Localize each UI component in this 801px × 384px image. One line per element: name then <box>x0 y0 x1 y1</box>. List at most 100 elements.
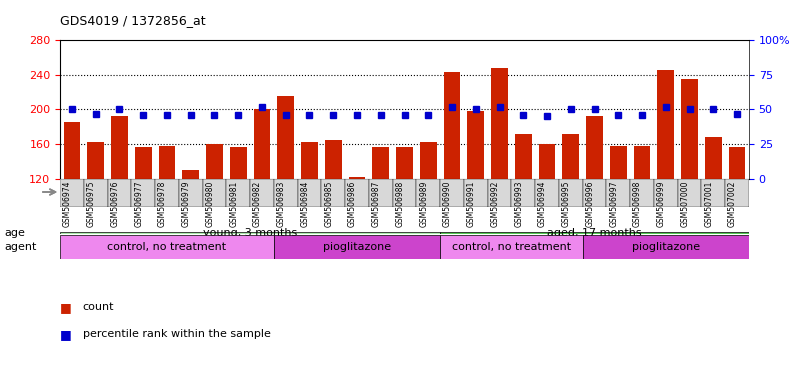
Text: pioglitazone: pioglitazone <box>632 242 700 252</box>
Text: GSM506991: GSM506991 <box>467 181 476 227</box>
Text: GSM506986: GSM506986 <box>348 181 357 227</box>
Bar <box>702 179 725 207</box>
Text: control, no treatment: control, no treatment <box>107 242 227 252</box>
Text: GSM506990: GSM506990 <box>443 181 452 227</box>
Bar <box>515 134 532 282</box>
Text: agent: agent <box>4 242 36 252</box>
Bar <box>562 134 579 282</box>
Bar <box>155 179 179 207</box>
Bar <box>630 179 654 207</box>
Bar <box>369 179 392 207</box>
Text: GSM506994: GSM506994 <box>538 181 547 227</box>
Bar <box>203 179 227 207</box>
Text: GSM507000: GSM507000 <box>681 181 690 227</box>
Text: GSM506976: GSM506976 <box>111 181 119 227</box>
Bar <box>396 147 413 282</box>
Bar <box>84 179 107 207</box>
Bar <box>301 142 318 282</box>
Text: ■: ■ <box>60 328 72 341</box>
Bar <box>345 179 369 207</box>
Text: GSM506999: GSM506999 <box>657 181 666 227</box>
Bar <box>420 142 437 282</box>
Bar <box>325 140 341 282</box>
Bar <box>392 179 417 207</box>
Bar <box>135 147 151 282</box>
Text: ■: ■ <box>60 301 72 314</box>
Text: GSM506985: GSM506985 <box>324 181 333 227</box>
Bar <box>60 235 274 259</box>
Bar <box>705 137 722 282</box>
Bar <box>63 122 80 282</box>
Bar <box>440 235 582 259</box>
Bar <box>610 146 626 282</box>
Text: GSM506998: GSM506998 <box>633 181 642 227</box>
Bar <box>87 142 104 282</box>
Bar <box>227 179 250 207</box>
Text: percentile rank within the sample: percentile rank within the sample <box>83 329 271 339</box>
Bar <box>440 179 464 207</box>
Text: GSM506987: GSM506987 <box>372 181 380 227</box>
Bar <box>606 179 630 207</box>
Text: GSM506980: GSM506980 <box>206 181 215 227</box>
Text: GSM506974: GSM506974 <box>63 181 72 227</box>
Text: control, no treatment: control, no treatment <box>452 242 571 252</box>
Text: GSM506977: GSM506977 <box>135 181 143 227</box>
Text: GSM507002: GSM507002 <box>728 181 737 227</box>
Bar <box>582 235 749 259</box>
Text: age: age <box>4 228 25 238</box>
Bar <box>230 147 247 282</box>
Text: GSM506982: GSM506982 <box>253 181 262 227</box>
Bar <box>511 179 535 207</box>
Bar <box>372 147 389 282</box>
Text: GSM506995: GSM506995 <box>562 181 571 227</box>
Text: GDS4019 / 1372856_at: GDS4019 / 1372856_at <box>60 14 206 27</box>
Bar <box>678 179 702 207</box>
Bar <box>444 72 461 282</box>
Bar <box>111 116 128 282</box>
Text: GSM507001: GSM507001 <box>704 181 714 227</box>
Bar <box>417 179 440 207</box>
Text: aged, 17 months: aged, 17 months <box>547 228 642 238</box>
Text: GSM506984: GSM506984 <box>300 181 309 227</box>
Bar <box>274 179 298 207</box>
Bar <box>464 179 488 207</box>
Bar <box>539 144 555 282</box>
Bar <box>60 179 84 207</box>
Bar <box>250 179 274 207</box>
Bar <box>179 179 203 207</box>
Bar <box>491 68 508 282</box>
Text: count: count <box>83 302 114 312</box>
Bar <box>535 179 559 207</box>
Bar <box>348 177 365 282</box>
Bar <box>658 70 674 282</box>
Text: GSM506992: GSM506992 <box>490 181 500 227</box>
Bar <box>274 235 440 259</box>
Bar <box>159 146 175 282</box>
Bar <box>206 144 223 282</box>
Bar <box>277 96 294 282</box>
Bar <box>582 179 606 207</box>
Text: GSM506981: GSM506981 <box>229 181 238 227</box>
Bar <box>183 170 199 282</box>
Bar <box>634 146 650 282</box>
Bar <box>681 79 698 282</box>
Bar <box>131 179 155 207</box>
Text: pioglitazone: pioglitazone <box>323 242 391 252</box>
Bar <box>729 147 746 282</box>
Text: GSM506996: GSM506996 <box>586 181 594 227</box>
Bar <box>586 116 603 282</box>
Text: GSM506988: GSM506988 <box>396 181 405 227</box>
Bar <box>488 179 511 207</box>
Text: GSM506978: GSM506978 <box>158 181 167 227</box>
Bar <box>468 111 484 282</box>
Bar <box>321 179 345 207</box>
Bar <box>107 179 131 207</box>
Text: GSM506997: GSM506997 <box>610 181 618 227</box>
Bar <box>654 179 678 207</box>
Text: GSM506993: GSM506993 <box>514 181 523 227</box>
Text: GSM506979: GSM506979 <box>182 181 191 227</box>
Text: young, 3 months: young, 3 months <box>203 228 297 238</box>
Text: GSM506975: GSM506975 <box>87 181 95 227</box>
Text: GSM506989: GSM506989 <box>419 181 429 227</box>
Bar <box>254 109 270 282</box>
